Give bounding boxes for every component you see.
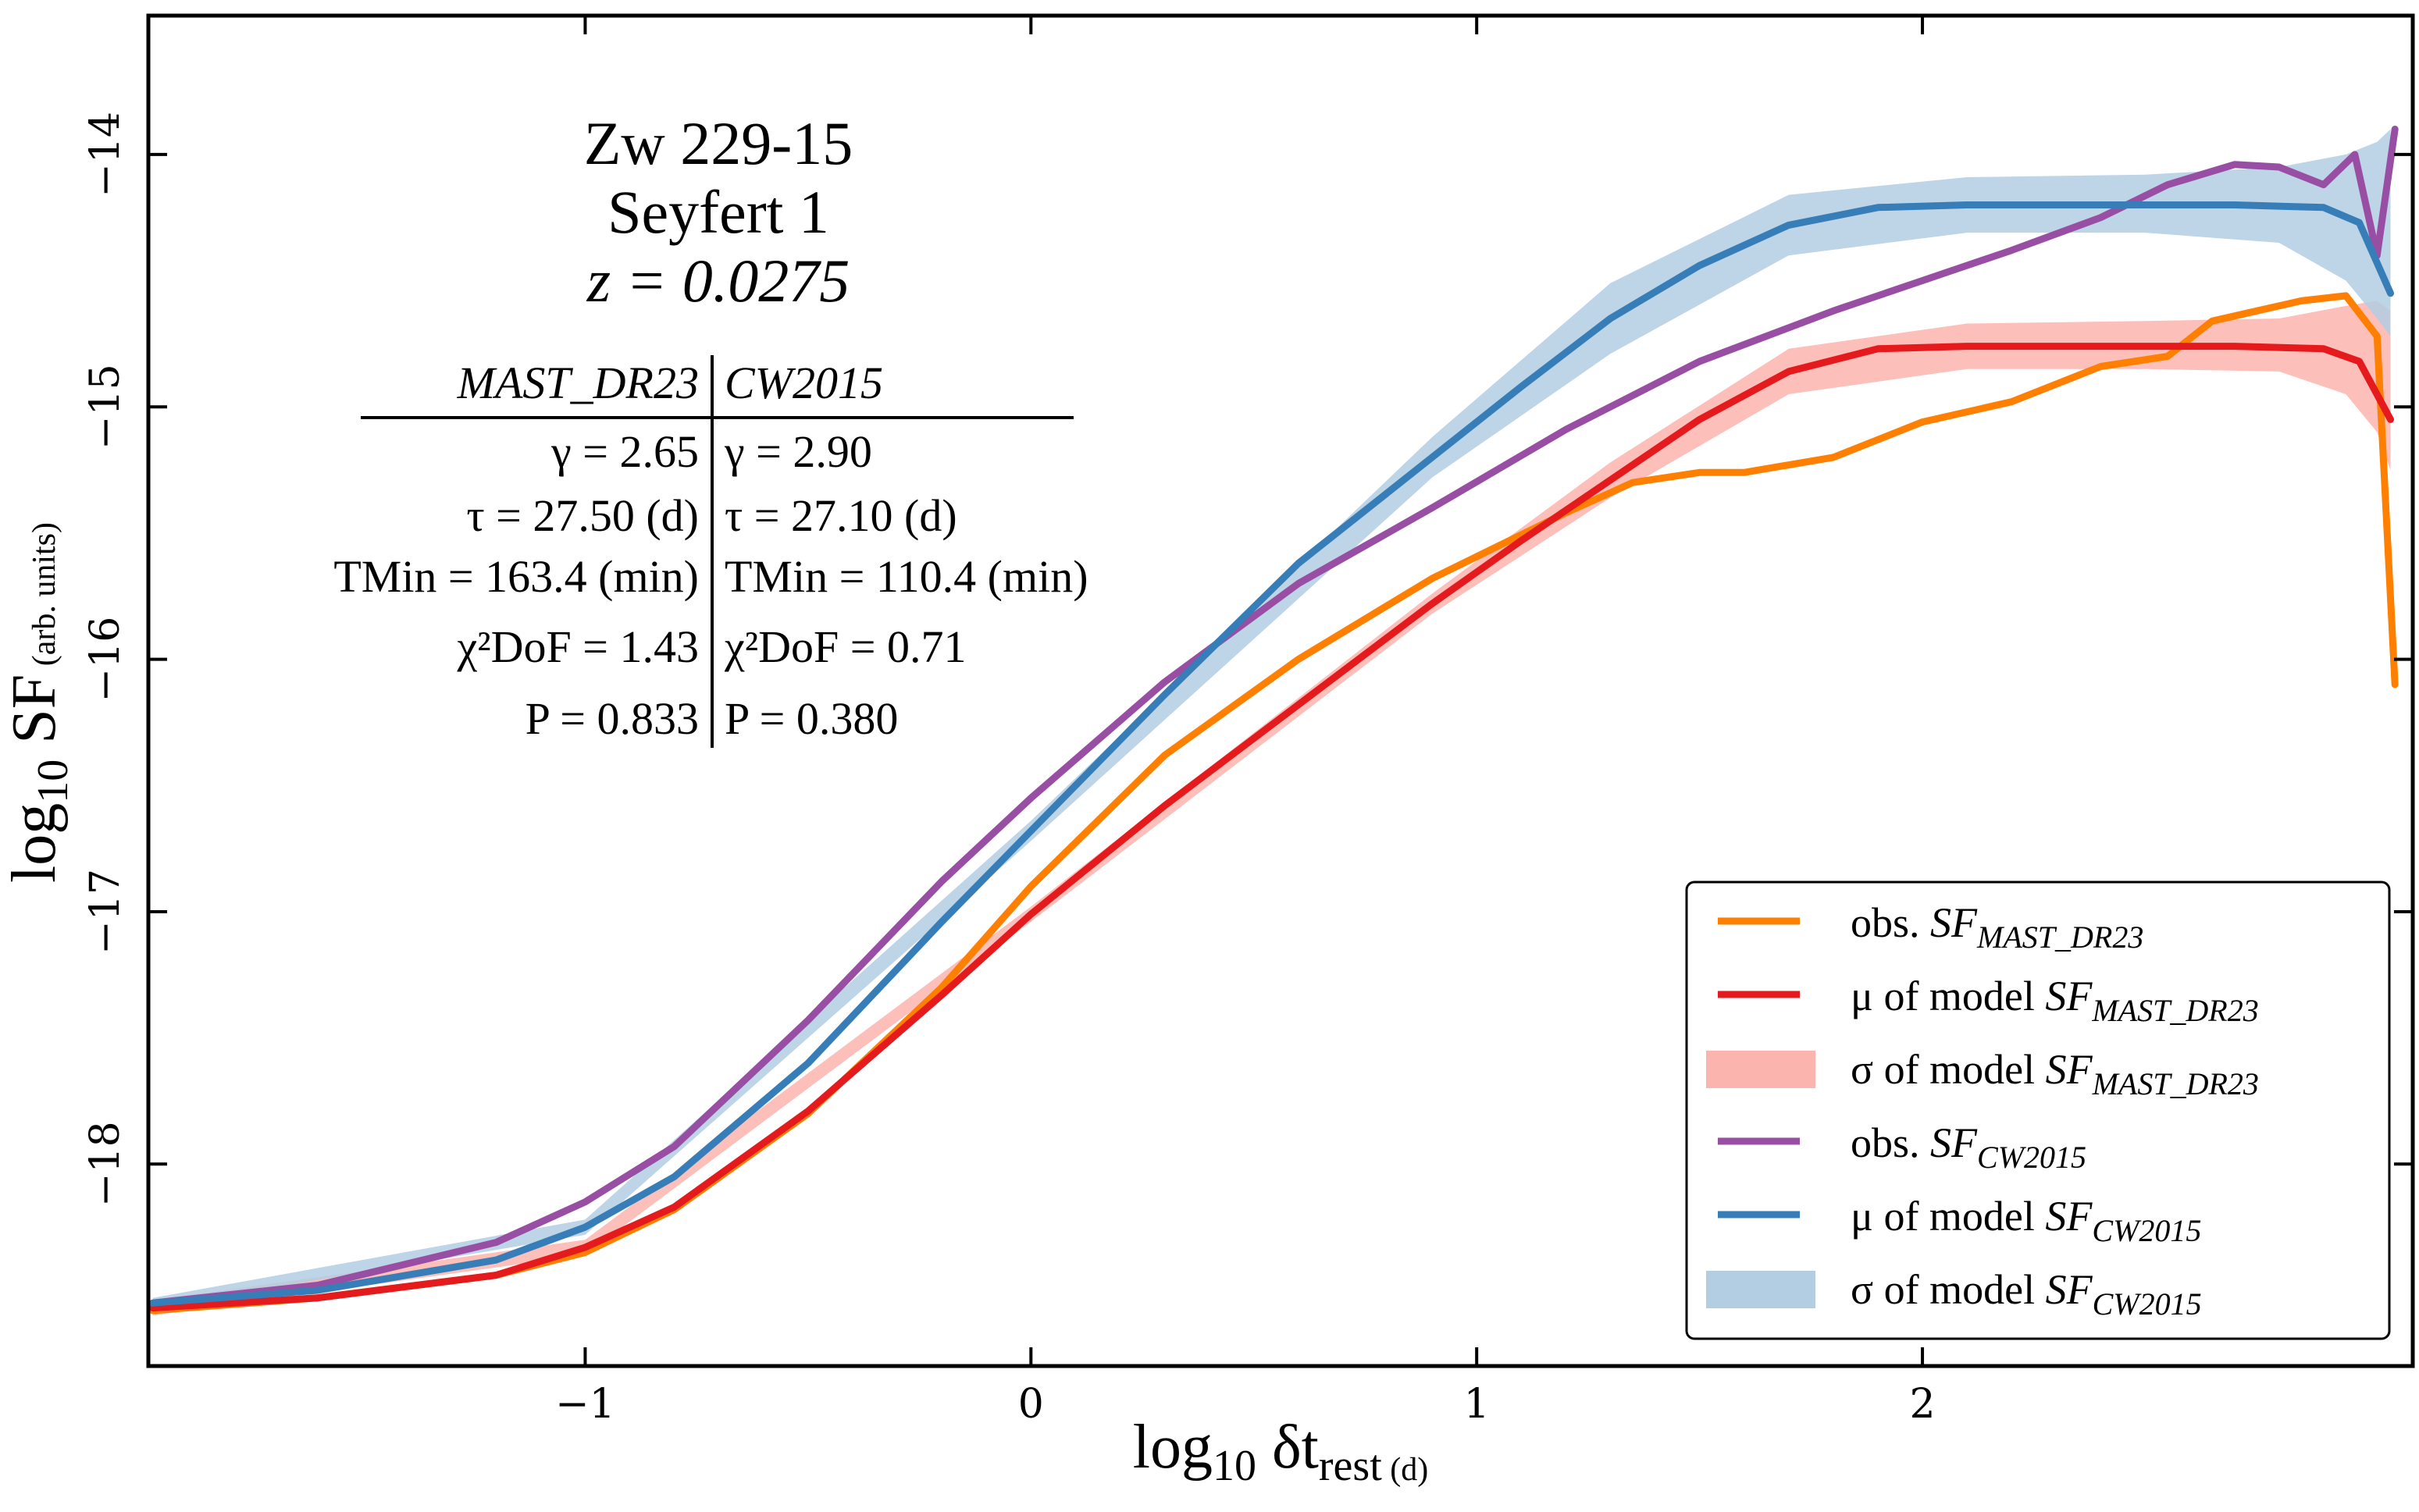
table-header-cw: CW2015 (725, 358, 883, 408)
legend-label: σ of model SFCW2015 (1851, 1266, 2202, 1322)
title-line-3: z = 0.0275 (586, 247, 850, 315)
y-tick-label: −17 (82, 869, 129, 955)
table-cell-tmin-mast: TMin = 163.4 (min) (333, 551, 699, 602)
legend-label: obs. SFCW2015 (1851, 1119, 2086, 1175)
x-label-log-sub: 10 (1213, 1442, 1256, 1490)
title-line-2: Seyfert 1 (607, 178, 829, 246)
plot-frame (146, 13, 2415, 1368)
x-label-rest-sub: rest (1319, 1442, 1382, 1490)
table-header-mast: MAST_DR23 (457, 358, 699, 408)
x-axis-label: log10 δtrest (d) (1133, 1413, 1429, 1490)
legend-label: σ of model SFMAST_DR23 (1851, 1046, 2259, 1101)
series-line-1 (149, 343, 2394, 1312)
axes-layer (146, 13, 2415, 1368)
table-cell-p-cw: P = 0.380 (725, 693, 898, 744)
x-tick-label: 2 (1910, 1381, 1936, 1428)
table-cell-gamma-mast: γ = 2.65 (550, 426, 699, 477)
title-block: Zw 229-15 Seyfert 1 z = 0.0275 (584, 109, 853, 315)
y-tick-label: −16 (82, 617, 129, 703)
y-tick-label: −18 (82, 1121, 129, 1207)
x-label-log: log (1133, 1413, 1213, 1482)
x-tick-label: −1 (555, 1381, 615, 1428)
legend-swatch-band (1706, 1271, 1815, 1308)
y-label-log: log (0, 803, 69, 883)
table-cell-p-mast: P = 0.833 (525, 693, 699, 744)
table-cell-tau-cw: τ = 27.10 (d) (725, 490, 957, 541)
series-line-4 (149, 201, 2394, 1307)
legend-label: μ of model SFMAST_DR23 (1851, 973, 2259, 1028)
legend: obs. SFMAST_DR23 μ of model SFMAST_DR23 σ … (1685, 881, 2391, 1340)
x-label-unit: (d) (1382, 1452, 1428, 1488)
lines-layer (149, 126, 2399, 1315)
y-axis-label: log10 SF (arb. units) (0, 522, 77, 883)
ticks-layer: −1 0 1 2 −14 −15 −16 −17 −18 (82, 16, 2413, 1428)
series-line-3 (149, 126, 2399, 1307)
y-label-sf: SF (0, 674, 69, 760)
y-label-unit: (arb. units) (27, 522, 62, 674)
table-cell-tmin-cw: TMin = 110.4 (min) (725, 551, 1088, 602)
legend-frame (1685, 881, 2391, 1340)
table-cell-chi2-cw: χ²DoF = 0.71 (724, 621, 966, 672)
x-label-dt: δt (1256, 1413, 1319, 1482)
legend-swatch-band (1706, 1051, 1815, 1088)
y-tick-label: −14 (82, 112, 129, 197)
stats-table: MAST_DR23 CW2015 γ = 2.65 γ = 2.90 τ = 2… (333, 355, 1088, 748)
x-tick-label: 0 (1018, 1381, 1044, 1428)
table-cell-chi2-mast: χ²DoF = 1.43 (457, 621, 699, 672)
x-tick-label: 1 (1464, 1381, 1490, 1428)
table-cell-tau-mast: τ = 27.50 (d) (466, 490, 699, 541)
legend-label: μ of model SFCW2015 (1851, 1193, 2201, 1248)
y-label-log-sub: 10 (29, 760, 77, 803)
legend-label: obs. SFMAST_DR23 (1851, 899, 2143, 955)
legend-items: obs. SFMAST_DR23 μ of model SFMAST_DR23 σ … (1706, 899, 2259, 1322)
table-cell-gamma-cw: γ = 2.90 (724, 426, 872, 477)
title-line-1: Zw 229-15 (584, 109, 853, 177)
y-tick-label: −15 (82, 364, 129, 450)
